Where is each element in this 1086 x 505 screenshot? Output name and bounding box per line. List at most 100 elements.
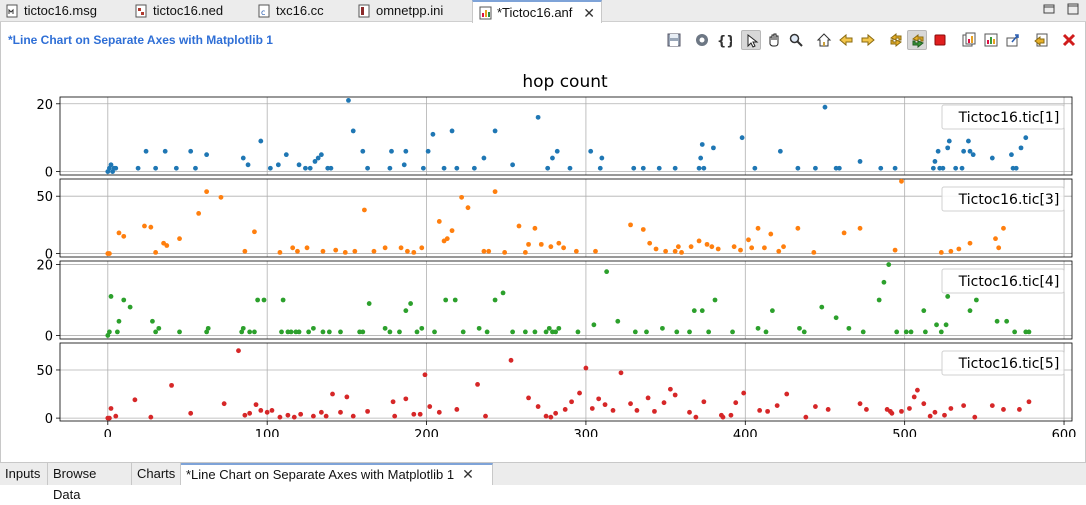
maximize-icon[interactable] — [1066, 2, 1080, 16]
data-point — [236, 348, 241, 354]
data-point — [107, 251, 112, 256]
add-to-dashboard-button[interactable] — [1031, 30, 1051, 50]
editor-tab-label: *Tictoc16.anf — [497, 5, 573, 20]
data-point — [193, 165, 198, 171]
data-point — [795, 165, 801, 171]
data-point — [411, 250, 417, 255]
data-point — [634, 408, 640, 413]
data-point — [712, 297, 718, 303]
editor-tab-label: txc16.cc — [276, 3, 324, 18]
stop-button[interactable] — [930, 30, 950, 50]
pan-mode-button[interactable] — [764, 30, 784, 50]
data-point — [596, 396, 602, 402]
forward-button[interactable] — [858, 30, 878, 50]
data-point — [1001, 407, 1006, 412]
data-point — [846, 325, 852, 331]
zoom-mode-button[interactable] — [786, 30, 806, 50]
data-point — [338, 409, 343, 415]
data-point — [922, 329, 928, 335]
tab-inputs[interactable]: Inputs — [0, 463, 48, 485]
tab-line-chart[interactable]: *Line Chart on Separate Axes with Matplo… — [181, 463, 493, 485]
y-tick-label: 0 — [45, 329, 53, 344]
editor-tab-anf[interactable]: *Tictoc16.anf ✕ — [472, 0, 602, 23]
data-point — [989, 155, 995, 161]
data-point — [153, 165, 159, 171]
data-point — [632, 329, 638, 335]
data-point — [382, 245, 388, 251]
data-point — [599, 155, 605, 161]
data-point — [795, 225, 801, 231]
close-tab-icon[interactable]: ✕ — [583, 5, 595, 21]
data-point — [452, 297, 458, 303]
x-tick-label: 100 — [255, 428, 280, 437]
data-point — [242, 248, 248, 254]
data-point — [350, 128, 356, 134]
minimize-icon[interactable] — [1042, 2, 1056, 16]
data-point — [279, 329, 284, 335]
data-point — [938, 250, 944, 255]
data-point — [269, 408, 275, 413]
data-point — [701, 399, 707, 405]
subplot-4: 0 50 Tictoc16.tic[5] 0 100 200 300 400 500 600 — [36, 342, 1076, 437]
save-button[interactable] — [664, 30, 684, 50]
editor-tab-ned[interactable]: tictoc16.ned — [129, 0, 251, 22]
data-point — [1023, 135, 1029, 141]
data-point — [857, 159, 863, 164]
tab-browse-data[interactable]: Browse Data — [48, 463, 132, 502]
data-point — [699, 142, 705, 147]
back-arrow-icon — [839, 33, 853, 47]
data-point — [510, 162, 516, 168]
legend-entry: Tictoc16.tic[3] — [958, 192, 1060, 208]
data-point — [660, 325, 665, 331]
data-point — [188, 410, 194, 416]
data-point — [365, 165, 370, 171]
data-point — [699, 308, 705, 314]
copy-image-button[interactable] — [959, 30, 979, 50]
data-point — [769, 308, 775, 314]
data-point — [777, 148, 783, 154]
data-point — [114, 329, 120, 335]
data-point — [508, 357, 514, 363]
data-point — [258, 408, 264, 413]
home-button[interactable] — [814, 30, 834, 50]
export-chart-button[interactable] — [1003, 30, 1023, 50]
subplot-2: 0 50 Tictoc16.tic[3] — [36, 178, 1073, 263]
data-point — [535, 114, 541, 120]
close-chart-button[interactable] — [1059, 30, 1079, 50]
data-point — [973, 297, 979, 303]
close-tab-icon[interactable]: ✕ — [462, 466, 474, 482]
data-point — [258, 138, 264, 144]
editor-tab-cc[interactable]: c txc16.cc — [252, 0, 350, 22]
data-point — [688, 244, 694, 250]
tab-charts[interactable]: Charts — [132, 463, 181, 485]
data-point — [366, 301, 372, 306]
data-point — [267, 165, 273, 171]
settings-button[interactable] — [692, 30, 712, 50]
data-point — [774, 403, 780, 408]
data-point — [326, 329, 332, 335]
data-point — [420, 165, 426, 171]
data-point — [711, 145, 716, 151]
data-point — [153, 250, 159, 255]
refresh-button[interactable] — [886, 30, 906, 50]
edit-script-button[interactable]: {} — [714, 30, 734, 50]
editor-tab-msg[interactable]: tictoc16.msg — [0, 0, 125, 22]
data-point — [811, 250, 817, 255]
data-point — [860, 329, 866, 335]
auto-refresh-button[interactable] — [907, 30, 927, 50]
data-point — [408, 301, 414, 306]
data-point — [672, 165, 678, 171]
data-point — [333, 247, 339, 253]
back-button[interactable] — [836, 30, 856, 50]
data-point — [556, 240, 562, 246]
data-point — [959, 165, 965, 171]
export-data-button[interactable] — [981, 30, 1001, 50]
editor-tab-ini[interactable]: omnetpp.ini — [352, 0, 472, 22]
data-point — [889, 410, 895, 416]
data-point — [471, 165, 477, 171]
x-tick-label: 500 — [892, 428, 917, 437]
data-point — [755, 325, 761, 331]
pointer-mode-button[interactable] — [741, 30, 761, 50]
data-point — [338, 329, 343, 335]
